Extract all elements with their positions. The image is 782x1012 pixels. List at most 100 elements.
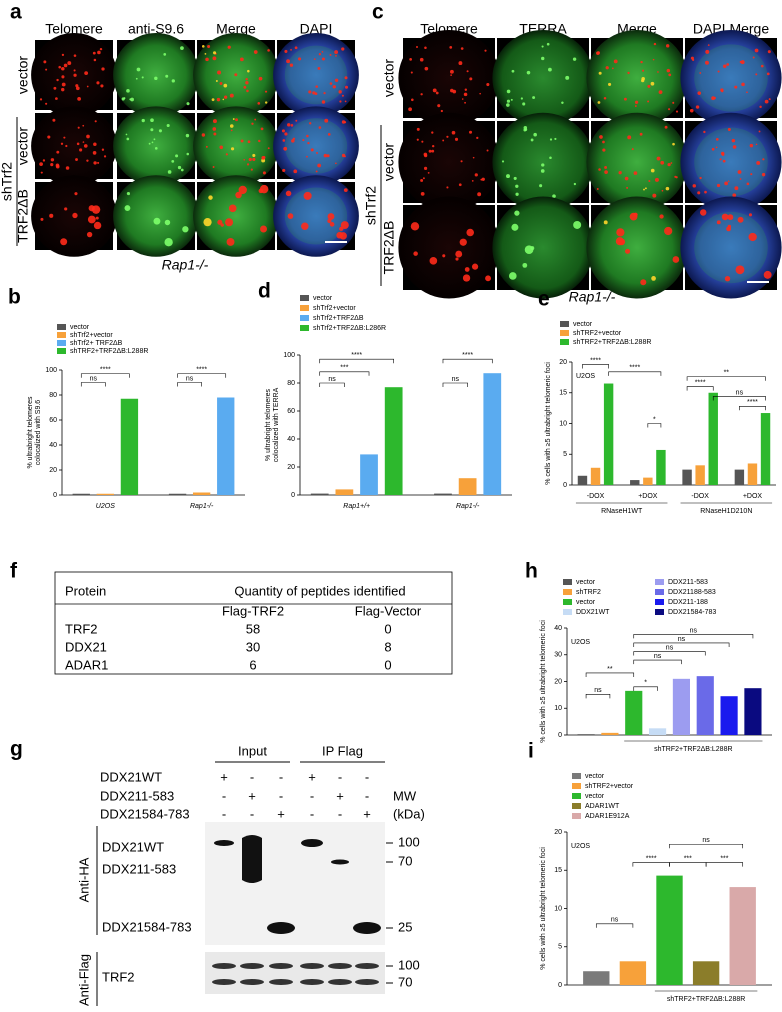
focus xyxy=(634,105,637,108)
text: Anti-Flag xyxy=(76,954,91,1006)
focus xyxy=(323,92,326,95)
focus xyxy=(343,188,348,193)
focus xyxy=(704,190,707,194)
focus xyxy=(522,262,528,268)
focus xyxy=(754,48,759,53)
significance-bracket xyxy=(319,358,394,364)
focus xyxy=(596,188,599,190)
focus xyxy=(103,155,107,158)
focus xyxy=(306,134,309,138)
focus xyxy=(707,44,710,46)
table-frame xyxy=(54,571,453,675)
bar xyxy=(577,475,588,485)
focus xyxy=(212,119,217,124)
focus xyxy=(727,128,731,132)
focus xyxy=(247,140,251,144)
focus xyxy=(697,91,702,95)
significance-bracket xyxy=(319,371,370,376)
nucleus xyxy=(680,30,782,126)
focus xyxy=(524,245,534,255)
focus xyxy=(295,119,298,122)
focus xyxy=(695,105,700,109)
focus xyxy=(239,57,244,62)
focus xyxy=(96,81,100,85)
focus xyxy=(303,191,312,200)
focus xyxy=(312,91,316,95)
focus xyxy=(308,90,312,94)
focus xyxy=(335,55,337,57)
bar xyxy=(630,480,640,485)
focus xyxy=(177,165,182,170)
focus xyxy=(717,70,720,73)
focus xyxy=(724,276,731,282)
focus xyxy=(468,130,473,134)
focus xyxy=(205,145,208,148)
nucleus xyxy=(680,196,782,299)
focus xyxy=(720,88,724,92)
focus xyxy=(424,154,428,158)
text: Protein xyxy=(65,583,106,598)
text: - xyxy=(250,806,254,821)
focus xyxy=(629,212,638,221)
text: + xyxy=(363,806,371,821)
bar xyxy=(601,732,619,735)
focus xyxy=(724,181,729,186)
text: ns xyxy=(611,917,619,924)
focus xyxy=(464,101,466,104)
focus xyxy=(52,118,56,122)
focus xyxy=(141,76,144,79)
text: TRF2 xyxy=(65,621,98,636)
nucleus xyxy=(492,196,594,299)
focus xyxy=(416,138,419,141)
focus xyxy=(522,102,526,106)
band xyxy=(240,979,264,985)
focus xyxy=(153,217,161,225)
focus xyxy=(652,193,657,198)
legend-swatch xyxy=(560,321,569,327)
focus xyxy=(40,171,43,174)
nucleus-overlay xyxy=(694,127,768,197)
focus xyxy=(327,213,335,220)
focus xyxy=(245,81,249,85)
focus xyxy=(675,176,678,179)
focus xyxy=(163,53,167,56)
focus xyxy=(697,191,701,195)
text: U2OS xyxy=(571,843,590,850)
bar xyxy=(619,961,647,985)
focus xyxy=(315,85,318,88)
focus xyxy=(252,153,256,158)
focus xyxy=(454,137,459,141)
focus xyxy=(726,63,730,66)
legend-swatch xyxy=(300,295,309,301)
nucleus-overlay xyxy=(284,45,348,105)
significance-bracket xyxy=(80,373,130,378)
text: **** xyxy=(629,365,640,372)
focus xyxy=(61,66,65,71)
legend-swatch xyxy=(57,340,66,346)
focus xyxy=(227,45,231,49)
focus xyxy=(217,219,223,225)
text: Merge xyxy=(216,21,256,37)
focus xyxy=(748,213,752,217)
text: ns xyxy=(186,375,194,382)
focus xyxy=(101,148,105,151)
focus xyxy=(73,54,77,57)
focus xyxy=(689,108,694,113)
focus xyxy=(746,182,750,186)
focus xyxy=(573,220,582,229)
nucleus xyxy=(273,106,359,186)
focus xyxy=(449,45,453,49)
focus xyxy=(95,216,99,220)
focus xyxy=(287,123,291,127)
focus xyxy=(665,186,670,191)
focus xyxy=(294,46,298,50)
focus xyxy=(514,210,520,216)
text: DDX21584-783 xyxy=(668,609,716,616)
text: +DOX xyxy=(743,493,763,500)
focus xyxy=(262,171,266,175)
band xyxy=(301,839,323,847)
focus xyxy=(92,51,96,55)
focus xyxy=(653,42,657,46)
legend-swatch xyxy=(300,315,309,321)
focus xyxy=(72,212,78,219)
